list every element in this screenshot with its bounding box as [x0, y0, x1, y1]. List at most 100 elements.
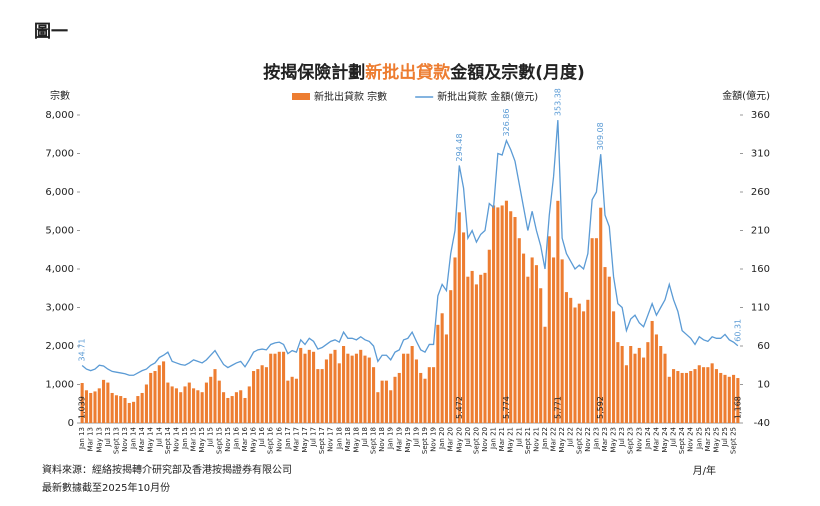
bar [196, 390, 200, 423]
y2-tick-label: -40 [754, 418, 770, 429]
x-tick-label: Jul 17 [310, 427, 318, 448]
y-tick-label: 5,000 [45, 226, 74, 237]
bar [504, 200, 508, 423]
x-tick-label: Nov 13 [121, 427, 129, 452]
y2-tick-label: 160 [751, 264, 770, 275]
bar [222, 392, 226, 423]
bar [157, 365, 161, 423]
bar [526, 276, 530, 423]
bar [427, 367, 431, 423]
bar [312, 351, 316, 423]
bar-value-label: 5,472 [455, 396, 464, 419]
bar [697, 365, 701, 423]
bar [624, 365, 628, 423]
y2-tick-label: 60 [757, 341, 770, 352]
x-tick-label: Jan 18 [335, 427, 343, 450]
x-tick-label: Sept 16 [267, 426, 275, 454]
x-tick-label: Nov 17 [327, 427, 335, 452]
bar [192, 388, 196, 423]
bar [646, 342, 650, 423]
x-tick-label: May 24 [661, 426, 669, 452]
bar [667, 376, 671, 423]
x-tick-label: Jul 24 [670, 426, 678, 447]
x-tick-label: Sept 24 [678, 426, 686, 454]
bar [376, 392, 380, 423]
x-tick-label: Mar 25 [704, 427, 712, 451]
bar [97, 388, 101, 423]
bar [89, 392, 93, 423]
x-tick-label: May 25 [712, 427, 720, 453]
bar [522, 253, 526, 423]
bar [732, 374, 736, 423]
bar [590, 238, 594, 423]
x-tick-label: Jan 16 [232, 426, 240, 449]
bar-value-label: 1,039 [78, 396, 87, 419]
bar [706, 367, 710, 423]
bar [736, 378, 740, 423]
y-tick-label: 7,000 [45, 149, 74, 160]
bar [672, 369, 676, 423]
x-tick-label: Sept 14 [164, 426, 172, 454]
bar [389, 390, 393, 423]
bar [372, 367, 376, 423]
bar [93, 391, 97, 423]
bar [247, 386, 251, 423]
y-tick-label: 3,000 [45, 303, 74, 314]
legend-label: 新批出貸款 宗數 [314, 90, 387, 103]
bar [509, 211, 513, 423]
y-tick-label: 2,000 [45, 341, 74, 352]
bar [547, 236, 551, 423]
x-tick-label: May 15 [198, 427, 206, 453]
bar [620, 346, 624, 423]
x-tick-label: Jul 13 [104, 427, 112, 448]
bar [710, 363, 714, 423]
bar [492, 205, 496, 423]
y2-tick-label: 110 [751, 303, 770, 314]
x-tick-label: Sept 22 [575, 427, 583, 454]
bar [406, 353, 410, 423]
bar [539, 288, 543, 423]
bar [179, 392, 183, 423]
bar [127, 402, 131, 423]
bar [217, 380, 221, 423]
y-tick-label: 0 [68, 418, 74, 429]
x-tick-label: Jul 25 [721, 427, 729, 448]
note: 最新數據截至2025年10月份 [42, 481, 170, 494]
x-tick-label: Jul 14 [155, 426, 163, 447]
bar [200, 392, 204, 423]
x-tick-label: Mar 17 [292, 427, 300, 451]
title-part: 按揭保險計劃 [263, 62, 365, 83]
bar [149, 372, 153, 423]
x-tick-label: Mar 18 [344, 427, 352, 451]
bar [483, 272, 487, 423]
x-tick-label: Sept 23 [627, 427, 635, 454]
bar [136, 396, 140, 423]
bar [307, 349, 311, 423]
bar [252, 371, 256, 423]
line [81, 120, 739, 376]
bar [393, 376, 397, 423]
line-value-label: 309.08 [596, 122, 605, 150]
bar [500, 205, 504, 423]
bar [166, 382, 170, 423]
line-value-label: 294.48 [455, 133, 464, 161]
bar [530, 257, 534, 423]
bar [153, 371, 157, 423]
bar [543, 326, 547, 423]
bar [727, 376, 731, 423]
bar [294, 378, 298, 423]
bar [204, 382, 208, 423]
bar [449, 290, 453, 423]
bar [560, 259, 564, 423]
x-tick-label: Nov 22 [584, 427, 592, 452]
y-tick-label: 6,000 [45, 187, 74, 198]
bar-value-label: 5,774 [502, 396, 511, 419]
bar [380, 380, 384, 423]
bar [440, 313, 444, 423]
bar [599, 207, 603, 423]
x-tick-label: Nov 21 [532, 427, 540, 452]
bar [114, 395, 118, 423]
title-highlight: 新批出貸款 [365, 62, 451, 83]
x-tick-label: Jan 15 [181, 427, 189, 450]
